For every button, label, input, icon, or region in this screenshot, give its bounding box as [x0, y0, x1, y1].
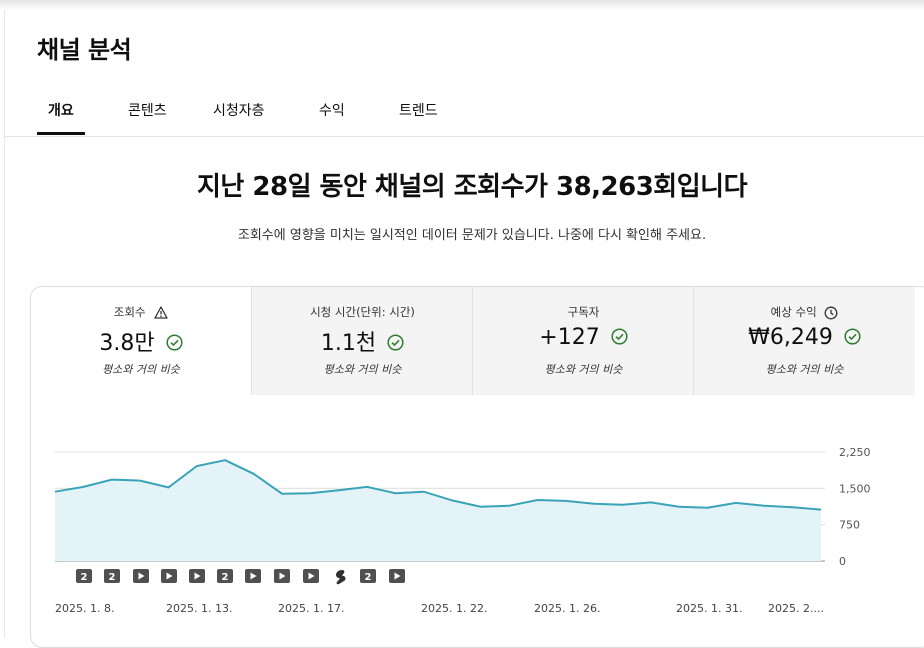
play-icon: [194, 572, 201, 580]
video-play-marker[interactable]: [389, 569, 405, 583]
clock-icon[interactable]: [824, 306, 838, 320]
metric-note: 평소와 거의 비슷: [102, 363, 180, 376]
x-tick-label: 2025. 1. 31.: [676, 602, 742, 615]
tab-revenue[interactable]: 수익: [319, 103, 345, 119]
left-divider: [4, 10, 5, 638]
metric-watch-time[interactable]: 시청 시간(단위: 시간) 1.1천 평소와 거의 비슷: [251, 287, 473, 395]
play-icon: [250, 572, 257, 580]
video-play-marker[interactable]: [161, 569, 177, 583]
shorts-icon[interactable]: [336, 570, 346, 585]
views-line: [54, 459, 822, 511]
video-play-marker[interactable]: [303, 569, 319, 583]
video-play-marker[interactable]: [274, 569, 290, 583]
metric-value: 3.8만: [31, 325, 251, 357]
marker-box: [217, 569, 233, 583]
video-play-marker[interactable]: [133, 569, 149, 583]
tab-overview[interactable]: 개요: [48, 103, 74, 119]
x-tick-label: 2025. 1. 22.: [421, 602, 487, 615]
x-tick-label: 2025. 1. 17.: [278, 602, 344, 615]
metric-value: +127: [473, 325, 694, 350]
tab-audience[interactable]: 시청자층: [213, 103, 265, 119]
check-circle-icon: [166, 333, 183, 351]
y-tick-label: 1,500: [839, 482, 871, 495]
summary-headline: 지난 28일 동안 채널의 조회수가 38,263회입니다: [197, 172, 748, 202]
x-tick-label: 2025. 1. 13.: [166, 602, 232, 615]
metric-note: 평소와 거의 비슷: [544, 363, 623, 376]
play-icon: [394, 572, 401, 580]
metric-views[interactable]: 조회수 3.8만 평소와 거의 비슷: [31, 287, 251, 395]
play-icon: [138, 572, 145, 580]
metric-note: 평소와 거의 비슷: [323, 363, 402, 376]
marker-count: 2: [365, 572, 372, 583]
metric-label: 구독자: [567, 305, 600, 319]
play-icon: [166, 572, 173, 580]
metric-value: ₩6,249: [694, 325, 915, 350]
x-tick-label: 2025. 1. 26.: [534, 602, 600, 615]
metric-note: 평소와 거의 비슷: [765, 363, 844, 376]
video-play-marker[interactable]: [189, 569, 205, 583]
y-tick-label: 750: [839, 519, 860, 532]
video-count-marker[interactable]: 2: [360, 569, 376, 583]
tab-trends[interactable]: 트렌드: [399, 103, 438, 119]
metric-label: 시청 시간(단위: 시간): [310, 305, 415, 319]
tab-bar: 개요 콘텐츠 시청자층 수익 트렌드: [5, 96, 924, 137]
warning-icon[interactable]: [154, 306, 168, 319]
metric-label: 예상 수익: [694, 304, 915, 320]
marker-count: 2: [109, 572, 116, 583]
data-issue-notice: 조회수에 영향을 미치는 일시적인 데이터 문제가 있습니다. 나중에 다시 확…: [237, 228, 707, 243]
marker-count: 2: [81, 572, 88, 583]
analytics-card: 0 750 1,500 2,250 2025. 1. 8. 2025. 1. 13. 20…: [30, 286, 924, 648]
shorts-glyph: [336, 570, 346, 585]
play-icon: [279, 572, 286, 580]
active-tab-indicator: [37, 132, 85, 135]
play-icon: [308, 572, 315, 580]
check-circle-icon: [387, 333, 404, 351]
views-area: [55, 460, 821, 561]
video-count-marker[interactable]: 2: [104, 569, 120, 583]
tab-content[interactable]: 콘텐츠: [128, 103, 167, 119]
marker-box: [76, 569, 92, 583]
marker-count: 2: [222, 572, 229, 583]
check-circle-icon: [844, 327, 861, 345]
metric-label: 조회수: [31, 304, 251, 320]
marker-box: [360, 569, 376, 583]
check-circle-icon: [611, 327, 628, 345]
video-count-marker[interactable]: 2: [76, 569, 92, 583]
metric-value: 1.1천: [252, 325, 473, 357]
page-title: 채널 분석: [37, 36, 132, 64]
metric-estimated-revenue[interactable]: 예상 수익 ₩6,249 평소와 거의 비슷: [693, 287, 915, 395]
y-tick-label: 2,250: [839, 446, 871, 459]
video-count-marker[interactable]: 2: [217, 569, 233, 583]
x-tick-label: 2025. 1. 8.: [55, 602, 114, 615]
top-shadow: [0, 0, 924, 10]
views-chart: 0 750 1,500 2,250 2025. 1. 8. 2025. 1. 13. 20…: [54, 446, 871, 615]
x-tick-label: 2025. 2....: [768, 602, 824, 615]
y-tick-label: 0: [839, 555, 846, 568]
video-play-marker[interactable]: [245, 569, 261, 583]
metric-subscribers[interactable]: 구독자 +127 평소와 거의 비슷: [472, 287, 694, 395]
marker-box: [104, 569, 120, 583]
